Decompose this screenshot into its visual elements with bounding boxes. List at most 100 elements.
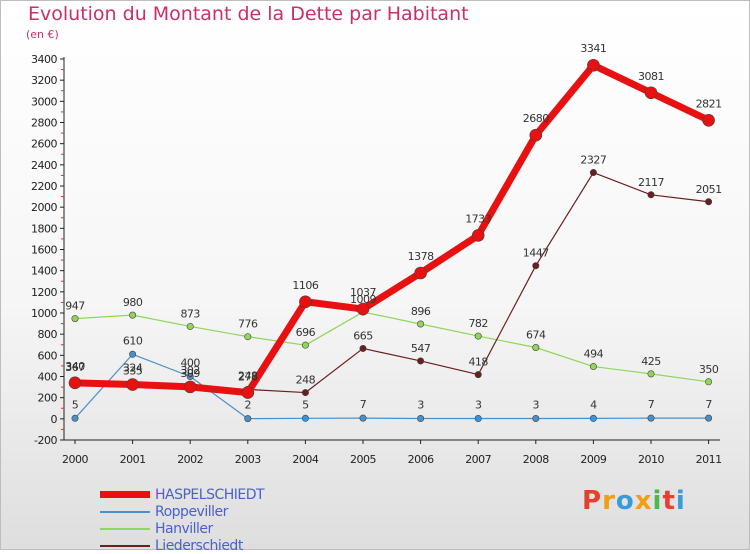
y-tick-label: 400 — [38, 371, 58, 384]
proxiti-logo: Proxiti — [582, 486, 686, 516]
data-label-hanviller: 980 — [123, 296, 143, 309]
y-tick-label: 800 — [38, 328, 58, 341]
x-tick-label: 2003 — [235, 453, 261, 466]
data-point-roppeviller — [532, 415, 540, 423]
data-point-roppeviller — [71, 414, 79, 422]
y-tick-label: 1800 — [31, 222, 57, 235]
series-line-haspelschiedt — [71, 61, 713, 397]
data-label-haspelschiedt: 340 — [65, 360, 85, 373]
data-label-roppeviller: 3 — [533, 399, 540, 412]
legend-swatch-haspelschiedt — [100, 491, 150, 498]
data-label-hanviller: 873 — [180, 307, 200, 320]
y-tick-label: 0 — [51, 413, 58, 426]
legend-label-roppeviller: Roppeviller — [155, 503, 228, 520]
y-tick-label: 2000 — [31, 201, 57, 214]
data-label-hanviller: 1009 — [350, 293, 376, 306]
data-label-roppeviller: 400 — [180, 357, 200, 370]
data-label-roppeviller: 3 — [417, 399, 424, 412]
data-label-liederschiedt: 1447 — [523, 247, 549, 260]
legend-swatch-liederschiedt — [100, 544, 150, 547]
data-label-haspelschiedt: 1378 — [408, 250, 434, 263]
data-label-liederschiedt: 367 — [65, 361, 85, 374]
data-label-roppeviller: 3 — [475, 399, 482, 412]
y-tick-label: 2800 — [31, 117, 57, 130]
data-point-hanviller — [532, 344, 540, 352]
data-label-hanviller: 494 — [584, 348, 604, 361]
legend-label-haspelschiedt: HASPELSCHIEDT — [155, 486, 265, 503]
data-point-hanviller — [647, 370, 655, 378]
data-label-liederschiedt: 418 — [468, 356, 488, 369]
chart-unit-label: (en €) — [26, 28, 59, 41]
y-tick-label: 1200 — [31, 286, 57, 299]
y-tick-label: 3200 — [31, 74, 57, 87]
data-point-liederschiedt — [532, 262, 540, 270]
data-point-roppeviller — [359, 414, 367, 422]
data-label-liederschiedt: 335 — [123, 364, 143, 377]
data-label-haspelschiedt: 1106 — [292, 279, 318, 292]
data-point-roppeviller — [647, 414, 655, 422]
data-point-hanviller — [301, 341, 309, 349]
y-tick-label: 1000 — [31, 307, 57, 320]
data-point-haspelschiedt — [587, 58, 600, 72]
data-label-hanviller: 696 — [296, 326, 316, 339]
legend-label-hanviller: Hanviller — [155, 520, 213, 537]
data-point-haspelschiedt — [702, 113, 715, 127]
y-tick-label: 3000 — [31, 95, 57, 108]
data-point-hanviller — [129, 311, 137, 319]
x-tick-label: 2005 — [350, 453, 376, 466]
data-label-roppeviller: 7 — [648, 398, 655, 411]
legend-swatch-roppeviller — [100, 510, 150, 513]
data-point-liederschiedt — [705, 198, 713, 206]
x-tick-label: 2002 — [177, 453, 203, 466]
data-point-liederschiedt — [589, 169, 597, 177]
data-label-haspelschiedt: 302 — [180, 364, 200, 377]
data-label-liederschiedt: 2117 — [638, 176, 664, 189]
data-label-haspelschiedt: 2680 — [523, 112, 549, 125]
data-point-roppeviller — [186, 372, 194, 380]
legend-item-liederschiedt: Liederschiedt — [100, 537, 264, 554]
data-label-roppeviller: 7 — [705, 398, 712, 411]
data-point-roppeviller — [474, 415, 482, 423]
data-point-hanviller — [589, 363, 597, 371]
data-label-roppeviller: 5 — [72, 398, 79, 411]
y-tick-label: 200 — [38, 392, 58, 405]
data-label-roppeviller: 2 — [245, 399, 252, 412]
data-label-hanviller: 947 — [65, 300, 85, 313]
data-label-haspelschiedt: 3081 — [638, 70, 664, 83]
data-label-haspelschiedt: 1733 — [465, 212, 491, 225]
data-point-liederschiedt — [359, 344, 367, 352]
x-tick-label: 2004 — [292, 453, 318, 466]
data-point-haspelschiedt — [529, 128, 543, 142]
y-tick-label: -200 — [34, 434, 57, 447]
data-point-roppeviller — [417, 415, 425, 423]
chart-legend: HASPELSCHIEDT Roppeviller Hanviller Lieders… — [100, 486, 265, 554]
data-label-haspelschiedt: 1037 — [350, 286, 376, 299]
data-point-hanviller — [71, 315, 79, 323]
data-point-haspelschiedt — [68, 376, 82, 390]
data-point-liederschiedt — [301, 389, 309, 397]
legend-swatch-hanviller — [100, 527, 150, 530]
data-point-hanviller — [186, 322, 194, 330]
data-point-haspelschiedt — [183, 380, 197, 394]
data-point-hanviller — [417, 320, 425, 328]
data-label-haspelschiedt: 248 — [238, 370, 258, 383]
data-label-liederschiedt: 547 — [411, 342, 431, 355]
series-line-liederschiedt — [74, 171, 710, 394]
data-label-hanviller: 782 — [468, 317, 488, 330]
x-tick-label: 2009 — [580, 453, 606, 466]
data-point-haspelschiedt — [241, 386, 255, 399]
series-line-hanviller — [74, 311, 710, 383]
data-point-hanviller — [244, 333, 252, 341]
data-point-hanviller — [705, 378, 713, 386]
data-label-liederschiedt: 248 — [296, 374, 316, 387]
data-label-hanviller: 674 — [526, 329, 546, 342]
data-label-hanviller: 896 — [411, 305, 431, 318]
chart-title: Evolution du Montant de la Dette par Hab… — [28, 3, 469, 25]
data-label-roppeviller: 610 — [123, 334, 143, 347]
legend-item-hanviller: Hanviller — [100, 520, 264, 537]
data-label-hanviller: 776 — [238, 318, 258, 331]
legend-item-roppeviller: Roppeviller — [100, 503, 264, 520]
y-tick-label: 2200 — [31, 180, 57, 193]
data-label-liederschiedt: 278 — [238, 370, 258, 383]
